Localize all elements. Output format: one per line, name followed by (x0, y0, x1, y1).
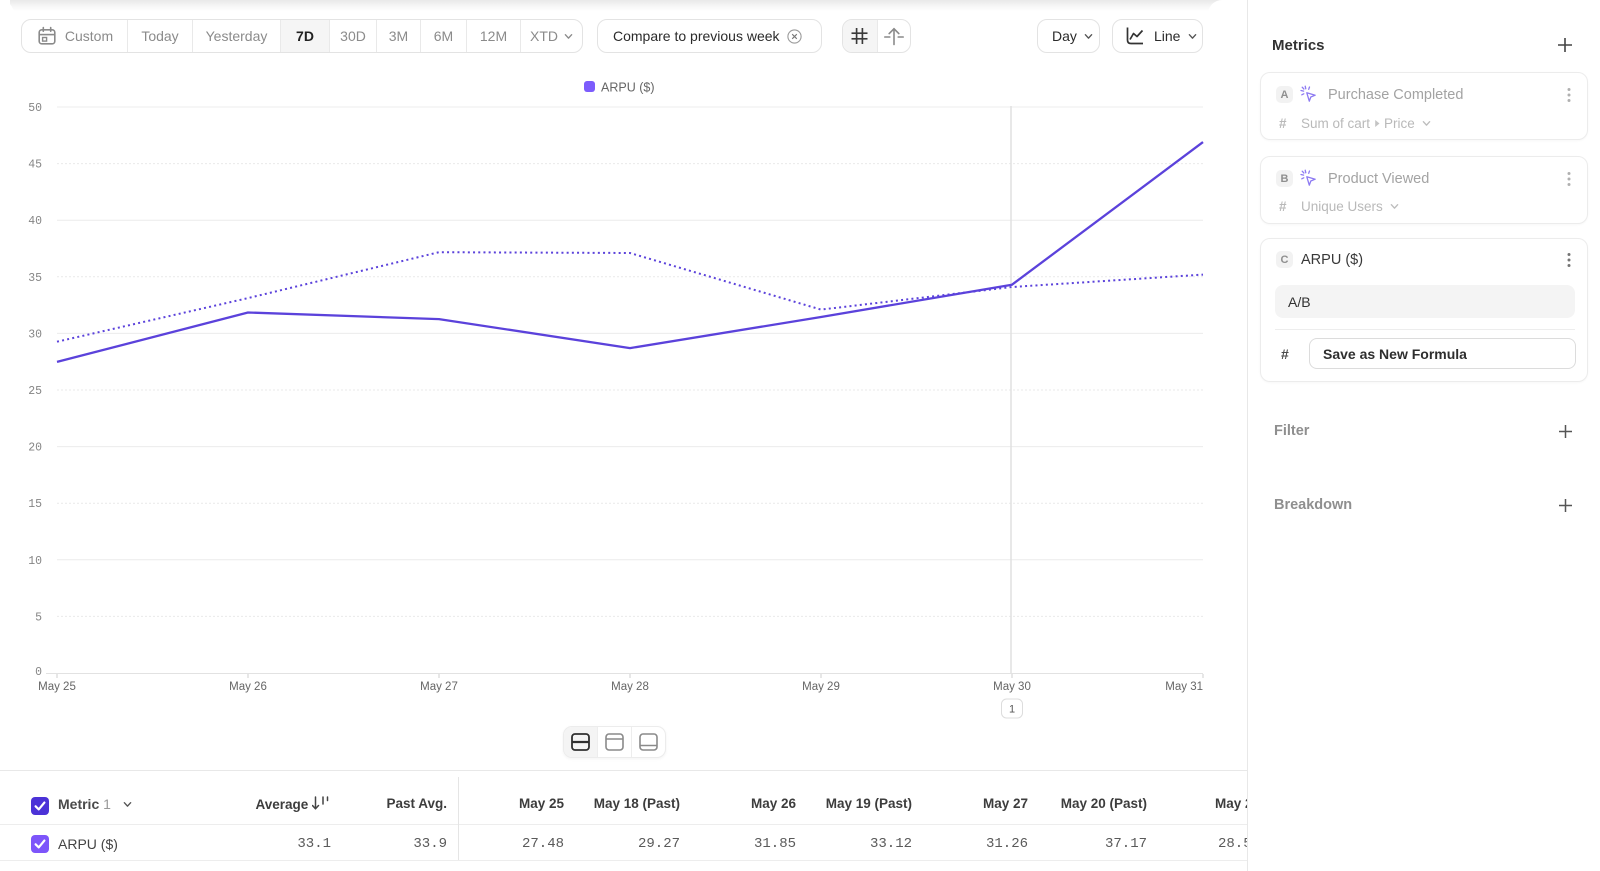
svg-text:May 30: May 30 (993, 681, 1031, 693)
svg-text:May 28: May 28 (611, 681, 649, 693)
svg-text:40: 40 (28, 215, 42, 228)
svg-text:May 26: May 26 (229, 681, 267, 693)
svg-text:0: 0 (35, 666, 42, 679)
svg-text:ARPU ($): ARPU ($) (601, 81, 654, 95)
svg-text:May 29: May 29 (802, 681, 840, 693)
svg-text:May 27: May 27 (420, 681, 458, 693)
svg-text:May 31: May 31 (1165, 681, 1203, 693)
svg-text:35: 35 (28, 272, 42, 285)
svg-text:30: 30 (28, 328, 42, 341)
svg-text:15: 15 (28, 498, 42, 511)
svg-text:25: 25 (28, 385, 42, 398)
svg-text:5: 5 (35, 611, 42, 624)
svg-text:20: 20 (28, 442, 42, 455)
svg-text:45: 45 (28, 159, 42, 172)
svg-text:1: 1 (1009, 704, 1015, 716)
svg-text:May 25: May 25 (38, 681, 76, 693)
svg-text:50: 50 (28, 102, 42, 115)
svg-text:10: 10 (28, 555, 42, 568)
